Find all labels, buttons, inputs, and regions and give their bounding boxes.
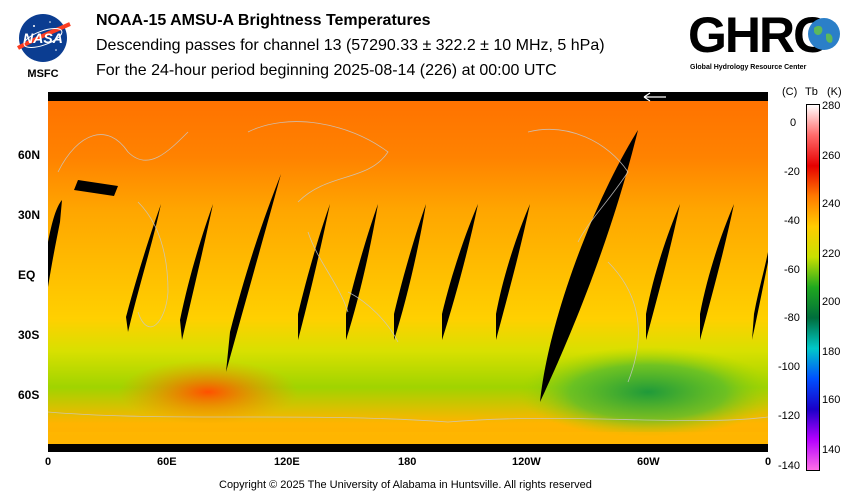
colorbar: (C) Tb (K) 0 -20 -40 -60 -80 -100 -120 -… [770, 84, 854, 494]
no-data-band-bottom [48, 444, 768, 452]
lon-label-0-west: 0 [45, 456, 52, 468]
page-subtitle: Descending passes for channel 13 (57290.… [96, 37, 605, 54]
colorbar-celsius-tick: 0 [790, 117, 797, 129]
colorbar-celsius-tick: -60 [784, 264, 800, 276]
nasa-center-label: MSFC [27, 68, 59, 80]
ghrc-logo: GHRC Global Hydrology Resource Center [688, 7, 848, 76]
lat-label-30s: 30S [18, 328, 40, 342]
colorbar-kelvin-tick: 280 [822, 100, 841, 112]
lat-label-eq: EQ [18, 268, 36, 282]
globe-icon [808, 18, 840, 50]
no-data-band-top [48, 92, 768, 101]
colorbar-kelvin-tick: 240 [822, 198, 841, 210]
colorbar-celsius-tick: -40 [784, 215, 800, 227]
colorbar-celsius-tick: -100 [778, 361, 801, 373]
page-title: NOAA-15 AMSU-A Brightness Temperatures [96, 12, 431, 29]
colorbar-kelvin-tick: 260 [822, 150, 841, 162]
colorbar-header-tb: Tb [805, 86, 818, 98]
lon-label-0-east: 0 [765, 456, 772, 468]
nasa-logo: NASA MSFC [12, 10, 74, 84]
colorbar-kelvin-tick: 220 [822, 248, 841, 260]
cold-anomaly-region [518, 347, 768, 437]
colorbar-celsius-tick: -80 [784, 312, 800, 324]
lon-label-120w: 120W [512, 456, 541, 468]
ghrc-tagline: Global Hydrology Resource Center [690, 64, 807, 71]
colorbar-kelvin-tick: 160 [822, 394, 841, 406]
lat-label-60s: 60S [18, 388, 40, 402]
colorbar-gradient [806, 104, 820, 471]
brightness-temperature-map [48, 92, 768, 452]
colorbar-kelvin-tick: 140 [822, 444, 841, 456]
lon-label-120e: 120E [274, 456, 300, 468]
lon-label-60w: 60W [637, 456, 660, 468]
lon-label-60e: 60E [157, 456, 177, 468]
colorbar-header-celsius: (C) [782, 86, 798, 98]
colorbar-kelvin-tick: 180 [822, 346, 841, 358]
orbit-gaps [48, 130, 768, 402]
arrow-icon [643, 92, 666, 102]
period-label: For the 24-hour period beginning 2025-08… [96, 62, 557, 79]
ghrc-logo-text: GHRC [688, 7, 829, 63]
colorbar-header-kelvin: (K) [827, 86, 842, 98]
svg-text:NASA: NASA [23, 30, 63, 46]
colorbar-kelvin-tick: 200 [822, 296, 841, 308]
lon-label-180: 180 [398, 456, 417, 468]
lat-label-30n: 30N [18, 208, 41, 222]
colorbar-celsius-tick: -120 [778, 410, 801, 422]
colorbar-celsius-tick: -140 [778, 460, 801, 472]
lat-label-60n: 60N [18, 148, 41, 162]
coastlines [48, 121, 768, 423]
colorbar-celsius-tick: -20 [784, 166, 800, 178]
nasa-meatball-icon: NASA [17, 14, 71, 62]
warm-anomaly-region [118, 360, 298, 424]
copyright-notice: Copyright © 2025 The University of Alaba… [219, 479, 592, 491]
